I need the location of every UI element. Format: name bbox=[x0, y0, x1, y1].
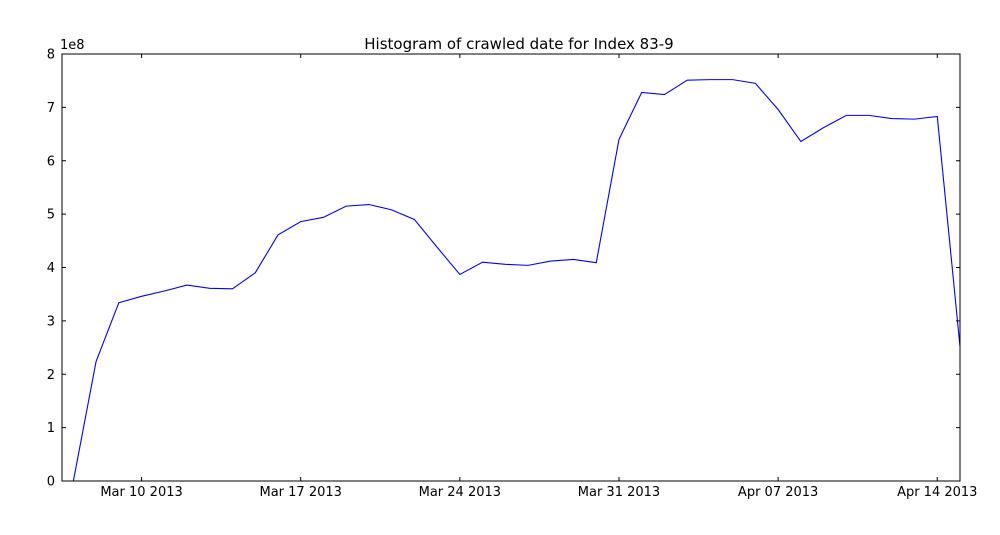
chart-title: Histogram of crawled date for Index 83-9 bbox=[364, 35, 673, 53]
y-axis-ticks: 0 1 2 3 4 5 6 7 8 bbox=[47, 48, 960, 490]
x-tick-label: Apr 07 2013 bbox=[738, 485, 818, 500]
x-tick-label: Mar 17 2013 bbox=[259, 485, 341, 500]
y-tick-label: 0 bbox=[47, 475, 55, 490]
y-tick-label: 8 bbox=[47, 48, 55, 63]
x-tick-label: Mar 24 2013 bbox=[419, 485, 501, 500]
x-axis-ticks: Mar 10 2013 Mar 17 2013 Mar 24 2013 Mar 31 … bbox=[100, 54, 977, 500]
y-tick-label: 2 bbox=[47, 368, 55, 383]
y-tick-label: 4 bbox=[47, 261, 55, 276]
series-line bbox=[72, 79, 960, 481]
y-tick-label: 3 bbox=[47, 314, 55, 329]
y-tick-label: 1 bbox=[47, 421, 55, 436]
y-tick-label: 7 bbox=[47, 101, 55, 116]
y-tick-label: 6 bbox=[47, 154, 55, 169]
series-group bbox=[72, 79, 960, 481]
x-tick-label: Mar 31 2013 bbox=[578, 485, 660, 500]
y-tick-label: 5 bbox=[47, 208, 55, 223]
x-tick-label: Apr 14 2013 bbox=[897, 485, 977, 500]
y-axis-offset-label: 1e8 bbox=[60, 38, 85, 53]
x-tick-label: Mar 10 2013 bbox=[100, 485, 182, 500]
plot-frame bbox=[61, 53, 961, 482]
